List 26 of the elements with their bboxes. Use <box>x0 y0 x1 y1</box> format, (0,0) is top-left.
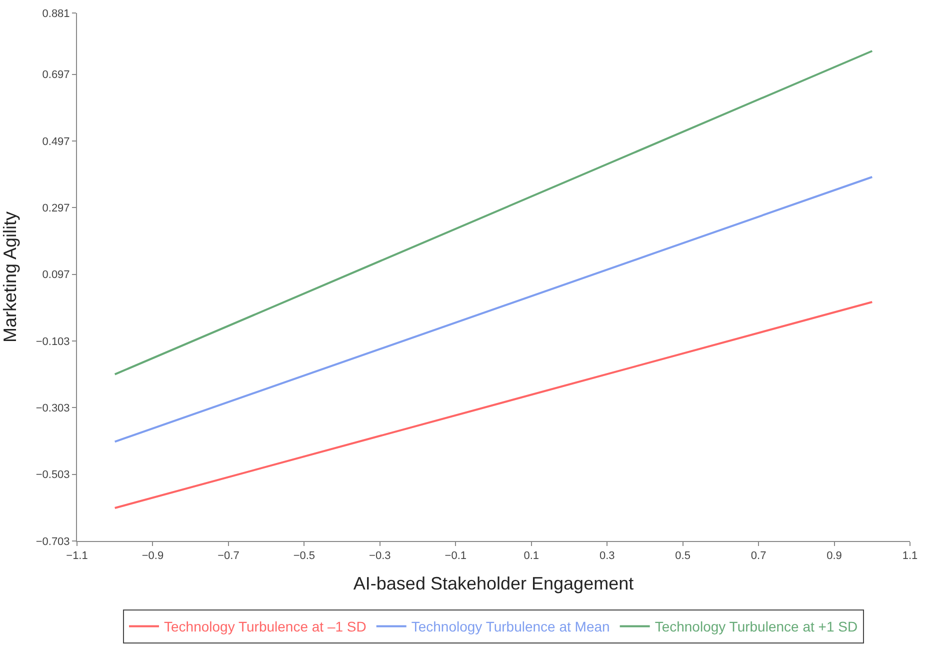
y-axis-title: Marketing Agility <box>0 211 20 343</box>
x-tick-label: −0.3 <box>369 550 391 562</box>
x-tick-label: 0.5 <box>675 550 690 562</box>
y-tick-label: −0.103 <box>36 336 70 348</box>
y-tick-label: −0.303 <box>36 402 70 415</box>
x-axis-title: AI-based Stakeholder Engagement <box>353 573 634 594</box>
y-tick-label: −0.503 <box>36 469 70 482</box>
y-tick-label: 0.297 <box>42 202 70 215</box>
x-tick-label: −0.9 <box>142 550 164 562</box>
x-tick-label: 0.9 <box>826 550 842 562</box>
x-tick-label: −0.5 <box>293 550 316 562</box>
y-tick-label: 0.097 <box>42 269 70 282</box>
y-tick-label: 0.697 <box>42 69 70 82</box>
legend-label: Technology Turbulence at +1 SD <box>654 618 858 635</box>
legend-label: Technology Turbulence at Mean <box>411 618 610 635</box>
x-tick-label: 0.1 <box>524 550 540 562</box>
x-tick-label: −1.1 <box>66 550 88 562</box>
x-tick-label: 0.7 <box>750 550 766 562</box>
legend-label: Technology Turbulence at –1 SD <box>164 618 366 635</box>
x-tick-label: 1.1 <box>902 550 918 562</box>
x-tick-label: 0.3 <box>599 550 615 562</box>
y-tick-label: 0.497 <box>42 136 70 148</box>
x-tick-label: −0.7 <box>218 550 240 562</box>
x-tick-label: −0.1 <box>444 550 466 562</box>
y-tick-label: −0.703 <box>36 536 70 548</box>
y-tick-label: 0.881 <box>42 8 70 20</box>
